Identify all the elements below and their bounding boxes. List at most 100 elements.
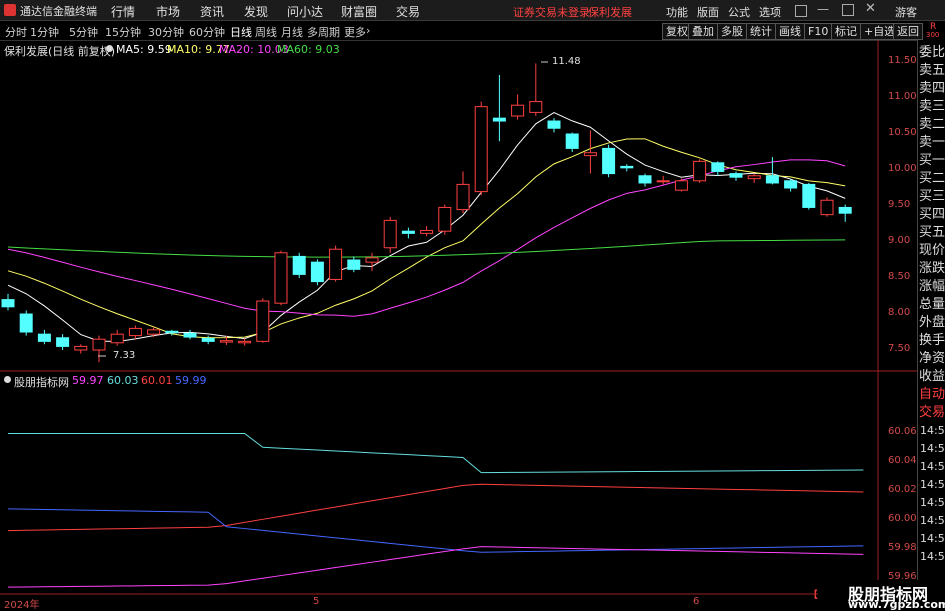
period-30min[interactable]: 30分钟 [148,26,184,39]
tongji-button[interactable]: 统计 [746,23,776,40]
candle [474,101,488,196]
indicator-settings-icon[interactable] [4,376,11,383]
candle [310,259,324,286]
trade-time-2: 14:5 [920,460,945,473]
side-item-19[interactable]: 自动 [919,387,945,402]
minimize-icon[interactable]: — [817,2,829,16]
ind-y-tick-4: 60.00 [888,513,917,524]
menu-item-faxian[interactable]: 发现 [244,5,269,19]
candle [620,164,634,172]
menu-item-gongneng[interactable]: 功能 [666,6,688,19]
period-monthly[interactable]: 月线 [281,26,303,39]
indicator-value-4: 59.99 [175,374,207,387]
period-60min[interactable]: 60分钟 [189,26,225,39]
add-watchlist-button[interactable]: +自选 [860,23,900,40]
settings-dot-icon[interactable] [106,45,113,52]
back-button[interactable]: 返回 [893,23,923,40]
menu-item-hangqing[interactable]: 行情 [111,5,136,19]
restore-icon[interactable] [795,5,807,17]
menu-item-zixun[interactable]: 资讯 [200,5,225,19]
candle [693,159,707,183]
side-item-7[interactable]: 买二 [919,171,945,186]
title-bar: 通达信金融终端 行情 市场 资讯 发现 问小达 财富圈 交易 证券交易未登录 保… [0,0,945,21]
f10-button[interactable]: F10 [804,23,833,40]
period-weekly[interactable]: 周线 [255,26,277,39]
side-item-8[interactable]: 买三 [919,189,945,204]
candle [456,171,470,214]
menu-item-gongshi[interactable]: 公式 [728,6,750,19]
period-toolbar: 分时 1分钟 5分钟 15分钟 30分钟 60分钟 日线 周线 月线 多周期 更… [0,21,945,41]
chevron-right-icon[interactable]: › [366,24,371,37]
side-item-6[interactable]: 买一 [919,153,945,168]
period-multi[interactable]: 多周期 [307,26,340,39]
side-item-9[interactable]: 买四 [919,207,945,222]
chart-title: 保利发展(日线 前复权) [4,45,116,58]
kline-chart[interactable] [0,40,917,609]
ind-y-tick-5: 59.98 [888,542,917,553]
trade-time-3: 14:5 [920,478,945,491]
side-item-11[interactable]: 现价 [919,243,945,258]
menu-item-wenxiaoda[interactable]: 问小达 [287,5,324,19]
candle [183,329,197,340]
candle [274,250,288,306]
menu-item-xuanxiang[interactable]: 选项 [759,6,781,19]
r-badge: R [930,22,937,32]
indicator-line-blue [7,508,864,553]
side-item-14[interactable]: 总量 [919,297,945,312]
candle [19,310,33,336]
ma60-line [7,239,846,258]
watermark-box: 股朋指标网 www.7gpzb.com [818,580,945,611]
menu-item-banmian[interactable]: 版面 [697,6,719,19]
period-15min[interactable]: 15分钟 [105,26,141,39]
candle [256,298,270,343]
period-5min[interactable]: 5分钟 [69,26,98,39]
ma5-label: MA5: 9.59 [116,43,172,56]
period-more[interactable]: 更多 [344,26,366,39]
menu-item-caifuquan[interactable]: 财富圈 [341,5,378,19]
side-item-2[interactable]: 卖四 [919,81,945,96]
x-tick-6: 6 [693,596,700,607]
biaoji-button[interactable]: 标记 [831,23,861,40]
side-item-4[interactable]: 卖二 [919,117,945,132]
side-item-10[interactable]: 买五 [919,225,945,240]
huaxian-button[interactable]: 画线 [775,23,805,40]
side-item-17[interactable]: 净资 [919,351,945,366]
trade-time-5: 14:5 [920,514,945,527]
side-item-16[interactable]: 换手 [919,333,945,348]
ind-y-tick-3: 60.02 [888,484,917,495]
side-item-3[interactable]: 卖三 [919,99,945,114]
candle [420,226,434,237]
period-fenshi[interactable]: 分时 [5,26,27,39]
side-item-15[interactable]: 外盘 [919,315,945,330]
close-icon[interactable]: ✕ [865,1,876,16]
side-item-1[interactable]: 卖五 [919,63,945,78]
side-item-12[interactable]: 涨跌 [919,261,945,276]
diejia-button[interactable]: 叠加 [688,23,718,40]
candle [492,74,506,142]
period-1min[interactable]: 1分钟 [30,26,59,39]
login-notice[interactable]: 证券交易未登录 [513,6,590,19]
indicator-value-3: 60.01 [141,374,173,387]
side-item-18[interactable]: 收益 [919,369,945,384]
period-daily[interactable]: 日线 [230,26,252,39]
side-item-20[interactable]: 交易 [919,405,945,420]
y-tick-1150: 11.50 [888,55,917,66]
candle [347,256,361,273]
candle [383,216,397,253]
x-tick-5: 5 [313,596,320,607]
side-item-0[interactable]: 委比 [919,45,945,60]
menu-item-jiaoyi[interactable]: 交易 [396,5,421,19]
duogu-button[interactable]: 多股 [717,23,747,40]
side-item-5[interactable]: 卖一 [919,135,945,150]
candle [365,252,379,271]
indicator-value-1: 59.97 [72,374,104,387]
ma10-line [7,138,846,339]
guest-label[interactable]: 游客 [895,6,917,19]
menu-item-shichang[interactable]: 市场 [156,5,181,19]
trade-time-6: 14:5 [920,532,945,545]
candle [729,171,743,181]
maximize-icon[interactable] [842,4,854,16]
candle-series [1,63,852,363]
quote-side-panel [917,40,945,609]
side-item-13[interactable]: 涨幅 [919,279,945,294]
